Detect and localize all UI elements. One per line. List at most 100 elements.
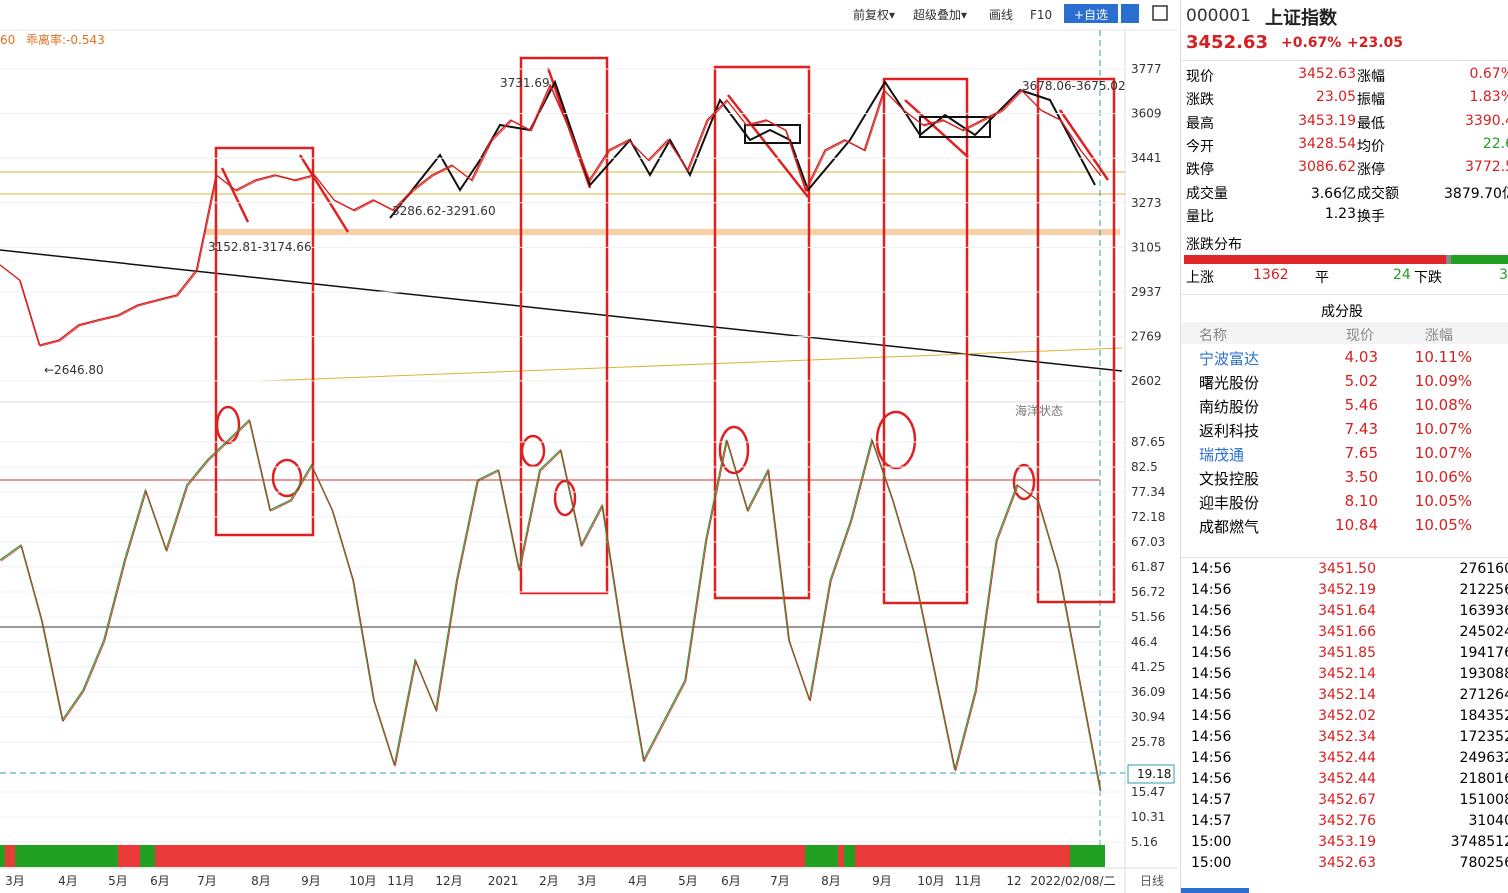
- quote-value: 3772.5: [1465, 159, 1508, 176]
- signal-segment: [855, 845, 1070, 867]
- dist-up-bar: [1184, 255, 1446, 264]
- y-tick-label: 25.78: [1131, 735, 1165, 749]
- tick-price: 3451.64: [1318, 603, 1376, 619]
- tick-time: 14:56: [1191, 771, 1232, 787]
- price: 3452.63: [1186, 32, 1268, 53]
- quote-label: 成交额: [1357, 185, 1399, 202]
- tick-volume: 163936: [1459, 603, 1508, 619]
- comp-pct: 10.08%: [1414, 396, 1472, 414]
- tick-time: 14:57: [1191, 813, 1232, 829]
- comp-head: 名称: [1199, 328, 1227, 344]
- comp-head: 现价: [1346, 328, 1374, 344]
- comp-pct: 10.11%: [1414, 348, 1472, 366]
- tick-price: 3451.66: [1318, 624, 1376, 640]
- up-label: 上涨: [1186, 270, 1214, 286]
- comp-name: 曙光股份: [1199, 374, 1260, 392]
- quote-label: 涨幅: [1357, 69, 1385, 85]
- comp-pct: 10.09%: [1414, 372, 1472, 390]
- indicator: 60: [0, 33, 15, 47]
- down-value: 38: [1499, 267, 1508, 283]
- quote-value: 3453.19: [1298, 112, 1356, 129]
- y-tick-label: 5.16: [1131, 835, 1158, 849]
- tick-time: 15:00: [1191, 834, 1232, 850]
- comp-price: 3.50: [1344, 468, 1378, 486]
- tick-price: 3452.02: [1318, 708, 1376, 724]
- tick-time: 14:57: [1191, 792, 1232, 808]
- quote-value: 1.83%: [1469, 89, 1508, 106]
- x-tick-label: 11月: [954, 874, 981, 888]
- quote-value: 3.66亿: [1310, 185, 1356, 202]
- add-button[interactable]: +自选: [1074, 8, 1108, 22]
- tick-price: 3452.63: [1318, 855, 1376, 871]
- y-tick-label: 51.56: [1131, 610, 1165, 624]
- tick-volume: 194176: [1459, 645, 1508, 661]
- pct: +0.67%: [1281, 35, 1342, 51]
- y-tick-label: 67.03: [1131, 535, 1165, 549]
- toolbar-item[interactable]: 超级叠加▾: [913, 7, 967, 22]
- x-tick-label: 9月: [301, 874, 321, 888]
- toolbar-item[interactable]: F10: [1030, 8, 1052, 22]
- tick-time: 15:00: [1191, 855, 1232, 871]
- quote-label: 今开: [1186, 138, 1214, 155]
- tick-price: 3452.44: [1318, 750, 1376, 766]
- name: 上证指数: [1265, 8, 1337, 29]
- toolbar-item[interactable]: 画线: [989, 8, 1013, 22]
- quote-label: 涨停: [1357, 162, 1385, 179]
- series-shadow: [0, 420, 1102, 791]
- y-tick-label: 2769: [1131, 330, 1162, 344]
- quote-value: 1.23: [1324, 205, 1356, 222]
- y-tick-label: 2602: [1131, 374, 1162, 388]
- quote-label: 跌停: [1186, 162, 1214, 179]
- tick-volume: 218016: [1459, 771, 1508, 787]
- scroll: [1181, 888, 1249, 893]
- x-tick-label: 11月: [387, 874, 414, 888]
- boxes: [214, 56, 1116, 605]
- x-tick-label: 2022/02/08/二: [1030, 874, 1115, 888]
- x-tick-label: 7月: [197, 874, 217, 888]
- comp-name: 瑞茂通: [1199, 446, 1245, 464]
- tick-price: 3452.67: [1318, 792, 1376, 808]
- y-tick-label: 82.5: [1131, 460, 1158, 474]
- signal-segment: [805, 845, 855, 867]
- y-tick-label: 10.31: [1131, 810, 1165, 824]
- y-tick-label: 61.87: [1131, 560, 1165, 574]
- tick-volume: 249632: [1459, 750, 1508, 766]
- tick-time: 14:56: [1191, 666, 1232, 682]
- annotation: 3152.81-3174.66: [208, 240, 312, 254]
- change: +23.05: [1347, 35, 1404, 51]
- dropdown[interactable]: [1121, 4, 1139, 23]
- signal-segment: [0, 845, 155, 867]
- y-tick-label: 15.47: [1131, 785, 1165, 799]
- current-value: 19.18: [1137, 767, 1171, 781]
- tick-volume: 245024: [1459, 624, 1508, 640]
- tick-time: 14:56: [1191, 582, 1232, 598]
- signal-bar: [0, 845, 1105, 867]
- x-tick-label: 6月: [150, 874, 170, 888]
- comp-name: 迎丰股份: [1199, 494, 1260, 512]
- quote-value: 23.05: [1315, 89, 1356, 106]
- panel-toggle[interactable]: [1152, 5, 1168, 21]
- tick-price: 3451.50: [1318, 561, 1376, 577]
- y-tick-label: 56.72: [1131, 585, 1165, 599]
- quote-value: 0.67%: [1469, 66, 1508, 82]
- period[interactable]: 日线: [1140, 874, 1164, 888]
- y-tick-label: 72.18: [1131, 510, 1165, 524]
- tick-time: 14:56: [1191, 624, 1232, 640]
- chart: 前复权▾ 超级叠加▾ 画线 F10 +自选 60 乖离率:-0.543 海洋状态 2602 276…: [0, 4, 1178, 893]
- x-tick-label: 12: [1006, 874, 1021, 888]
- add-button-bg[interactable]: [1064, 4, 1118, 23]
- signal-segment: [1070, 845, 1105, 867]
- quote-value: 22.6: [1482, 135, 1508, 152]
- signal-segment: [838, 845, 844, 867]
- up-value: 1362: [1253, 267, 1289, 283]
- tick-volume: 193088: [1459, 666, 1508, 682]
- comp-price: 5.46: [1344, 396, 1378, 414]
- tick-price: 3453.19: [1318, 834, 1376, 850]
- flat-label: 平: [1315, 270, 1329, 286]
- comp-pct: 10.05%: [1414, 492, 1472, 510]
- quote-value: 3428.54: [1298, 135, 1356, 152]
- indicator: 乖离率:-0.543: [26, 32, 105, 47]
- x-tick-label: 2021: [488, 874, 519, 888]
- y-tick-label: 30.94: [1131, 710, 1165, 724]
- toolbar-item[interactable]: 前复权▾: [853, 7, 895, 22]
